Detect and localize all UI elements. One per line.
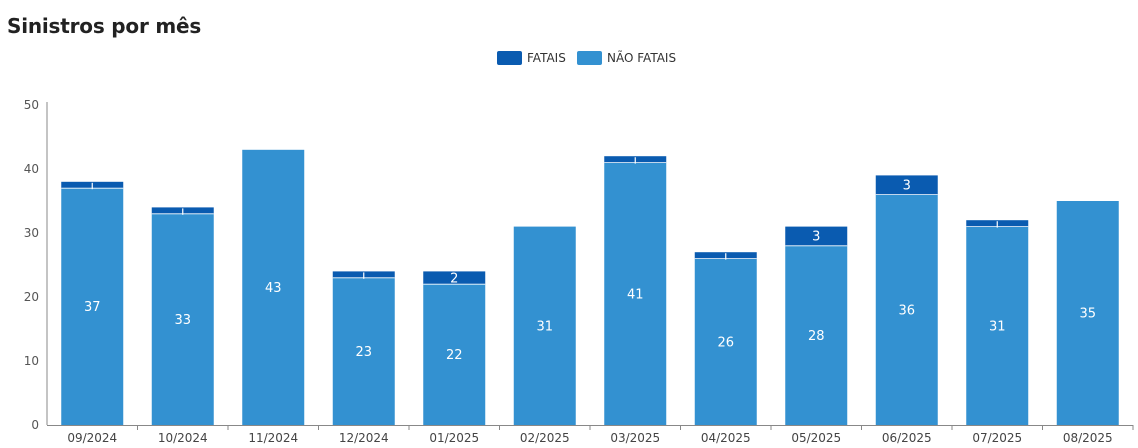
x-tick-label: 01/2025 (429, 431, 479, 445)
y-axis: 0 10 20 30 40 50 (24, 98, 48, 432)
data-label-fatais: 2 (450, 271, 458, 286)
bar-fatais (875, 175, 938, 195)
data-label-nao-fatais: 22 (446, 348, 463, 363)
x-tick-label: 11/2024 (248, 431, 298, 445)
data-label-nao-fatais: 37 (84, 300, 101, 315)
data-label-fatais: 3 (903, 179, 911, 194)
x-tick-label: 07/2025 (972, 431, 1022, 445)
data-label-nao-fatais: 36 (898, 303, 915, 318)
data-label-nao-fatais: 26 (717, 335, 734, 350)
bar-nao-fatais (332, 277, 395, 425)
x-tick-label: 09/2024 (67, 431, 117, 445)
bar-nao-fatais (1056, 201, 1119, 425)
legend-label: NÃO FATAIS (607, 50, 676, 65)
data-label-nao-fatais: 41 (627, 287, 644, 302)
data-label-nao-fatais: 43 (265, 281, 282, 296)
data-label-nao-fatais: 35 (1079, 307, 1096, 322)
data-label-nao-fatais: 23 (355, 345, 372, 360)
data-label-nao-fatais: 28 (808, 329, 825, 344)
legend: FATAIS NÃO FATAIS (497, 50, 676, 65)
data-label-nao-fatais: 33 (174, 313, 191, 328)
bar-nao-fatais (242, 149, 305, 426)
bar-nao-fatais (694, 258, 757, 425)
legend-label: FATAIS (527, 51, 566, 65)
x-axis: 09/2024 10/2024 11/2024 12/2024 01/2025 02/20… (47, 425, 1134, 445)
bar-fatais (423, 271, 486, 285)
x-tick-label: 10/2024 (158, 431, 208, 445)
data-label-fatais: 3 (812, 230, 820, 245)
x-tick-label: 03/2025 (610, 431, 660, 445)
y-tick-label: 20 (24, 290, 39, 304)
y-tick-label: 50 (24, 98, 39, 112)
y-tick-label: 10 (24, 354, 39, 368)
bar-nao-fatais (423, 284, 486, 425)
bar-nao-fatais (875, 194, 938, 425)
x-tick-label: 02/2025 (520, 431, 570, 445)
bar-fatais (785, 226, 848, 246)
chart-title: Sinistros por mês (7, 14, 202, 38)
legend-swatch (577, 51, 602, 65)
bar-nao-fatais (785, 245, 848, 425)
bar-nao-fatais (513, 226, 576, 425)
legend-swatch (497, 51, 522, 65)
x-tick-label: 06/2025 (882, 431, 932, 445)
y-tick-label: 40 (24, 162, 39, 176)
x-tick-label: 08/2025 (1063, 431, 1113, 445)
bar-nao-fatais (61, 188, 124, 425)
bar-nao-fatais (604, 162, 667, 425)
x-tick-label: 12/2024 (339, 431, 389, 445)
x-tick-label: 04/2025 (701, 431, 751, 445)
y-tick-label: 30 (24, 226, 39, 240)
bar-nao-fatais (151, 213, 214, 425)
x-tick-label: 05/2025 (791, 431, 841, 445)
data-label-nao-fatais: 31 (536, 319, 553, 334)
bar-nao-fatais (966, 226, 1029, 425)
data-label-nao-fatais: 31 (989, 319, 1006, 334)
y-tick-label: 0 (31, 418, 39, 432)
